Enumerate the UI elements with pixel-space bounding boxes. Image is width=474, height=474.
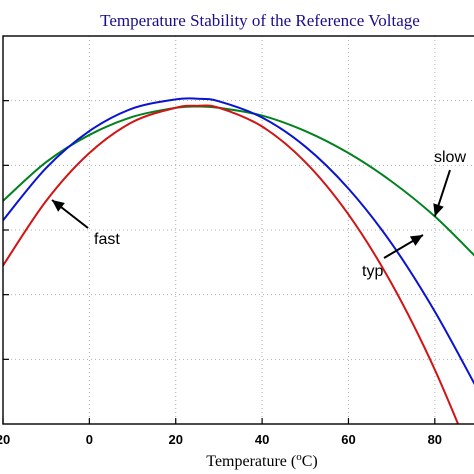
- annotation-slow-arrow: [433, 169, 451, 217]
- annotations: slow typ fast: [51, 149, 466, 280]
- x-axis-label: Temperature (oC): [206, 451, 317, 470]
- x-axis-label-main: Temperature (: [206, 453, 296, 470]
- grid: [2, 36, 474, 424]
- series-line-typ: [3, 97, 474, 386]
- series-lines: [3, 97, 474, 424]
- chart-title: Temperature Stability of the Reference V…: [100, 11, 420, 30]
- x-tick-label: 40: [255, 432, 269, 447]
- annotation-typ-label: typ: [362, 263, 383, 280]
- annotation-typ-arrow: [383, 234, 424, 259]
- annotation-fast-arrow: [51, 199, 89, 229]
- x-tick-label: 20: [0, 432, 10, 447]
- x-axis-label-superscript: o: [296, 451, 302, 463]
- x-tick-label: 60: [341, 432, 355, 447]
- x-tick-label: 20: [168, 432, 182, 447]
- series-line-slow: [3, 105, 474, 257]
- series-line-fast: [3, 104, 460, 424]
- x-tick-label: 0: [86, 432, 93, 447]
- annotation-fast-label: fast: [94, 231, 120, 248]
- x-axis-label-unit: C): [302, 453, 318, 470]
- x-tick-label: 80: [428, 432, 442, 447]
- annotation-slow-label: slow: [434, 149, 466, 166]
- x-tick-labels: 20 0 20 40 60 80: [0, 100, 442, 447]
